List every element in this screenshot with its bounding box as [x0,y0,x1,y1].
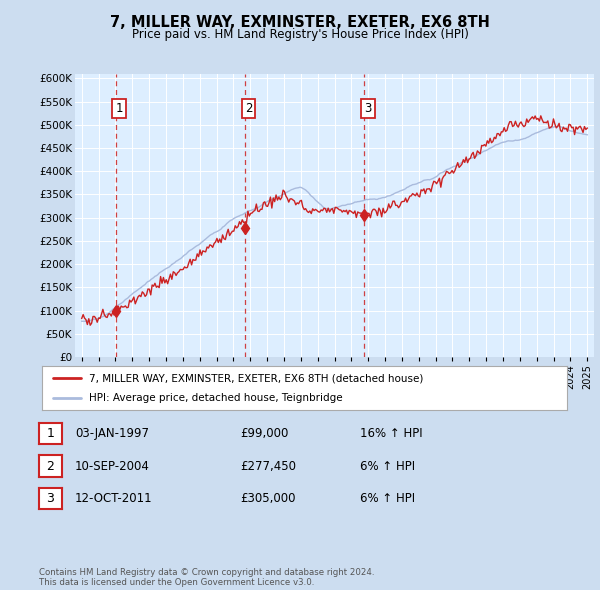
Text: 03-JAN-1997: 03-JAN-1997 [75,427,149,440]
Text: 6% ↑ HPI: 6% ↑ HPI [360,460,415,473]
Text: 7, MILLER WAY, EXMINSTER, EXETER, EX6 8TH: 7, MILLER WAY, EXMINSTER, EXETER, EX6 8T… [110,15,490,30]
Text: 3: 3 [46,492,55,505]
Text: HPI: Average price, detached house, Teignbridge: HPI: Average price, detached house, Teig… [89,393,343,402]
Text: 2: 2 [245,102,252,115]
Text: £277,450: £277,450 [240,460,296,473]
Text: Price paid vs. HM Land Registry's House Price Index (HPI): Price paid vs. HM Land Registry's House … [131,28,469,41]
Text: Contains HM Land Registry data © Crown copyright and database right 2024.
This d: Contains HM Land Registry data © Crown c… [39,568,374,587]
Text: 7, MILLER WAY, EXMINSTER, EXETER, EX6 8TH (detached house): 7, MILLER WAY, EXMINSTER, EXETER, EX6 8T… [89,373,424,383]
Text: 12-OCT-2011: 12-OCT-2011 [75,492,152,505]
Text: 16% ↑ HPI: 16% ↑ HPI [360,427,422,440]
Text: 1: 1 [46,427,55,440]
Text: 2: 2 [46,460,55,473]
Text: £99,000: £99,000 [240,427,289,440]
Text: 3: 3 [364,102,371,115]
Text: £305,000: £305,000 [240,492,296,505]
Text: 6% ↑ HPI: 6% ↑ HPI [360,492,415,505]
Text: 10-SEP-2004: 10-SEP-2004 [75,460,150,473]
Text: 1: 1 [115,102,123,115]
